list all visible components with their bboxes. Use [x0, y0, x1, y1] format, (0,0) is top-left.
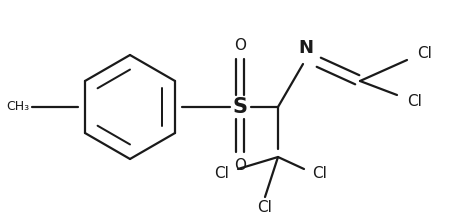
Text: N: N — [299, 39, 313, 57]
Text: Cl: Cl — [257, 200, 273, 214]
Text: O: O — [234, 159, 246, 173]
Text: Cl: Cl — [418, 46, 432, 62]
Text: Cl: Cl — [215, 166, 229, 182]
Text: O: O — [234, 37, 246, 53]
Text: Cl: Cl — [408, 94, 422, 108]
Text: S: S — [233, 97, 247, 117]
Text: CH₃: CH₃ — [7, 101, 29, 113]
Text: Cl: Cl — [312, 166, 328, 182]
